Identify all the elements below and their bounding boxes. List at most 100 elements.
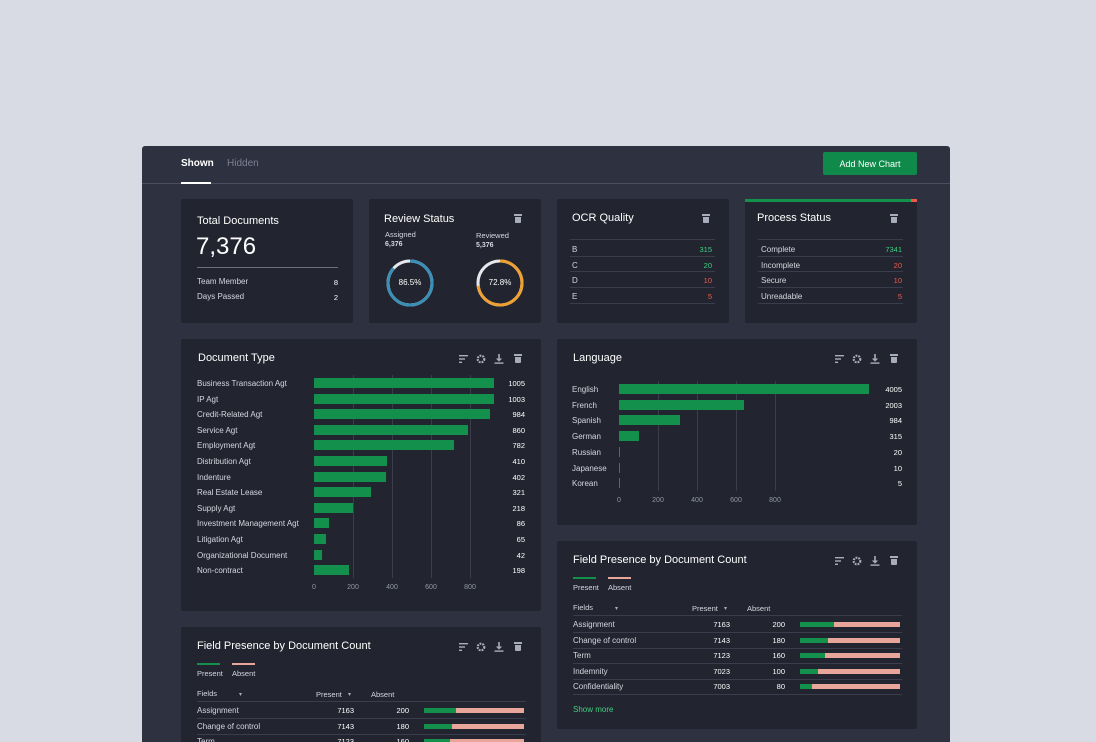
download-icon[interactable] [870,354,880,364]
divider [573,647,902,649]
download-icon[interactable] [494,354,504,364]
tick-label: 800 [769,496,781,504]
gear-icon[interactable] [476,354,486,364]
gridline [470,375,471,578]
table-row-present: 7163 [713,620,730,629]
present-bar [800,684,812,690]
divider [573,632,902,633]
bar [619,478,620,489]
col-fields[interactable]: Fields [573,603,594,612]
reviewed-label: Reviewed [476,231,509,240]
bar [619,431,639,442]
sort-down-icon[interactable]: ▾ [348,692,352,698]
col-fields[interactable]: Fields [197,689,218,698]
absent-bar [450,739,524,742]
sort-down-icon[interactable]: ▾ [724,606,728,612]
absent-bar [834,622,900,627]
card-title: Review Status [384,213,455,225]
divider [758,239,903,240]
delete-icon[interactable] [514,214,522,223]
table-row-field: Change of control [197,721,261,731]
bar-value-label: 1003 [508,394,525,404]
ocr-value: 10 [703,276,712,285]
delete-icon[interactable] [890,214,898,223]
divider [197,733,526,735]
delete-icon[interactable] [890,556,898,565]
legend-present-swatch [197,663,220,665]
category-label: Litigation Agt [197,535,243,544]
category-label: German [572,432,601,442]
present-bar [800,653,825,659]
table-row-absent: 180 [396,721,409,731]
divider [758,271,903,272]
review-status-card: Review Status Assigned 6,376 Reviewed 5,… [369,199,541,323]
category-label: Distribution Agt [197,457,251,466]
gridline [775,381,776,491]
sort-icon[interactable] [459,642,469,652]
show-more-link[interactable]: Show more [573,705,614,714]
delete-icon[interactable] [702,214,710,223]
top-bar: Shown Hidden Add New Chart [142,146,950,184]
category-label: Service Agt [197,425,238,435]
days-passed-value: 2 [333,293,338,302]
bar [314,471,386,482]
bar [619,462,620,473]
bar [619,446,621,457]
ocr-value: 315 [699,245,712,254]
table-row-absent: 180 [772,635,785,645]
divider [570,256,715,257]
sort-down-icon[interactable]: ▾ [615,606,619,612]
bar-value-label: 321 [512,488,525,498]
divider [758,303,903,304]
total-documents-card: Total Documents 7,376 Team Member 8 Days… [181,199,353,323]
bar-value-label: 984 [889,416,902,426]
tab-shown[interactable]: Shown [181,158,214,169]
divider [758,287,903,288]
delete-icon[interactable] [514,354,522,363]
add-new-chart-button[interactable]: Add New Chart [823,152,917,175]
tick-label: 400 [691,496,703,504]
col-absent[interactable]: Absent [371,690,395,699]
gridline [697,381,698,491]
gear-icon[interactable] [852,556,862,566]
delete-icon[interactable] [514,642,522,651]
table-row-field: Indemnity [573,666,608,676]
category-label: Real Estate Lease [197,488,263,498]
category-label: Investment Management Agt [197,519,299,529]
download-icon[interactable] [870,556,880,566]
col-present[interactable]: Present [316,690,342,699]
col-present[interactable]: Present [692,604,718,613]
tick-label: 600 [730,496,742,504]
ocr-quality-card: OCR Quality B 315 C 20 D 10 E 5 [557,199,729,323]
category-label: English [572,385,599,394]
process-value: 5 [897,292,902,301]
sort-icon[interactable] [835,556,845,566]
table-row-field: Assignment [197,706,239,715]
col-absent[interactable]: Absent [747,604,771,613]
process-value: 7341 [885,245,902,254]
category-label: Spanish [572,416,601,426]
bar [314,393,494,404]
sort-icon[interactable] [835,354,845,364]
bar-value-label: 218 [512,503,525,513]
download-icon[interactable] [494,642,504,652]
tab-hidden[interactable]: Hidden [227,158,259,169]
legend-present-label: Present [573,583,599,592]
gear-icon[interactable] [476,642,486,652]
process-value: 20 [893,261,902,270]
process-label: Unreadable [761,292,803,301]
status-bar-failed [911,199,917,202]
gear-icon[interactable] [852,354,862,364]
legend-absent-swatch [608,577,631,579]
bar [314,502,354,513]
table-row-present: 7003 [713,682,730,692]
category-label: Indenture [197,472,231,482]
sort-icon[interactable] [459,354,469,364]
gridline [658,381,659,491]
bar-value-label: 5 [897,479,902,489]
bar [619,384,869,394]
bar [314,565,350,576]
sort-down-icon[interactable]: ▾ [239,692,243,698]
delete-icon[interactable] [890,354,898,363]
process-label: Secure [761,276,787,285]
